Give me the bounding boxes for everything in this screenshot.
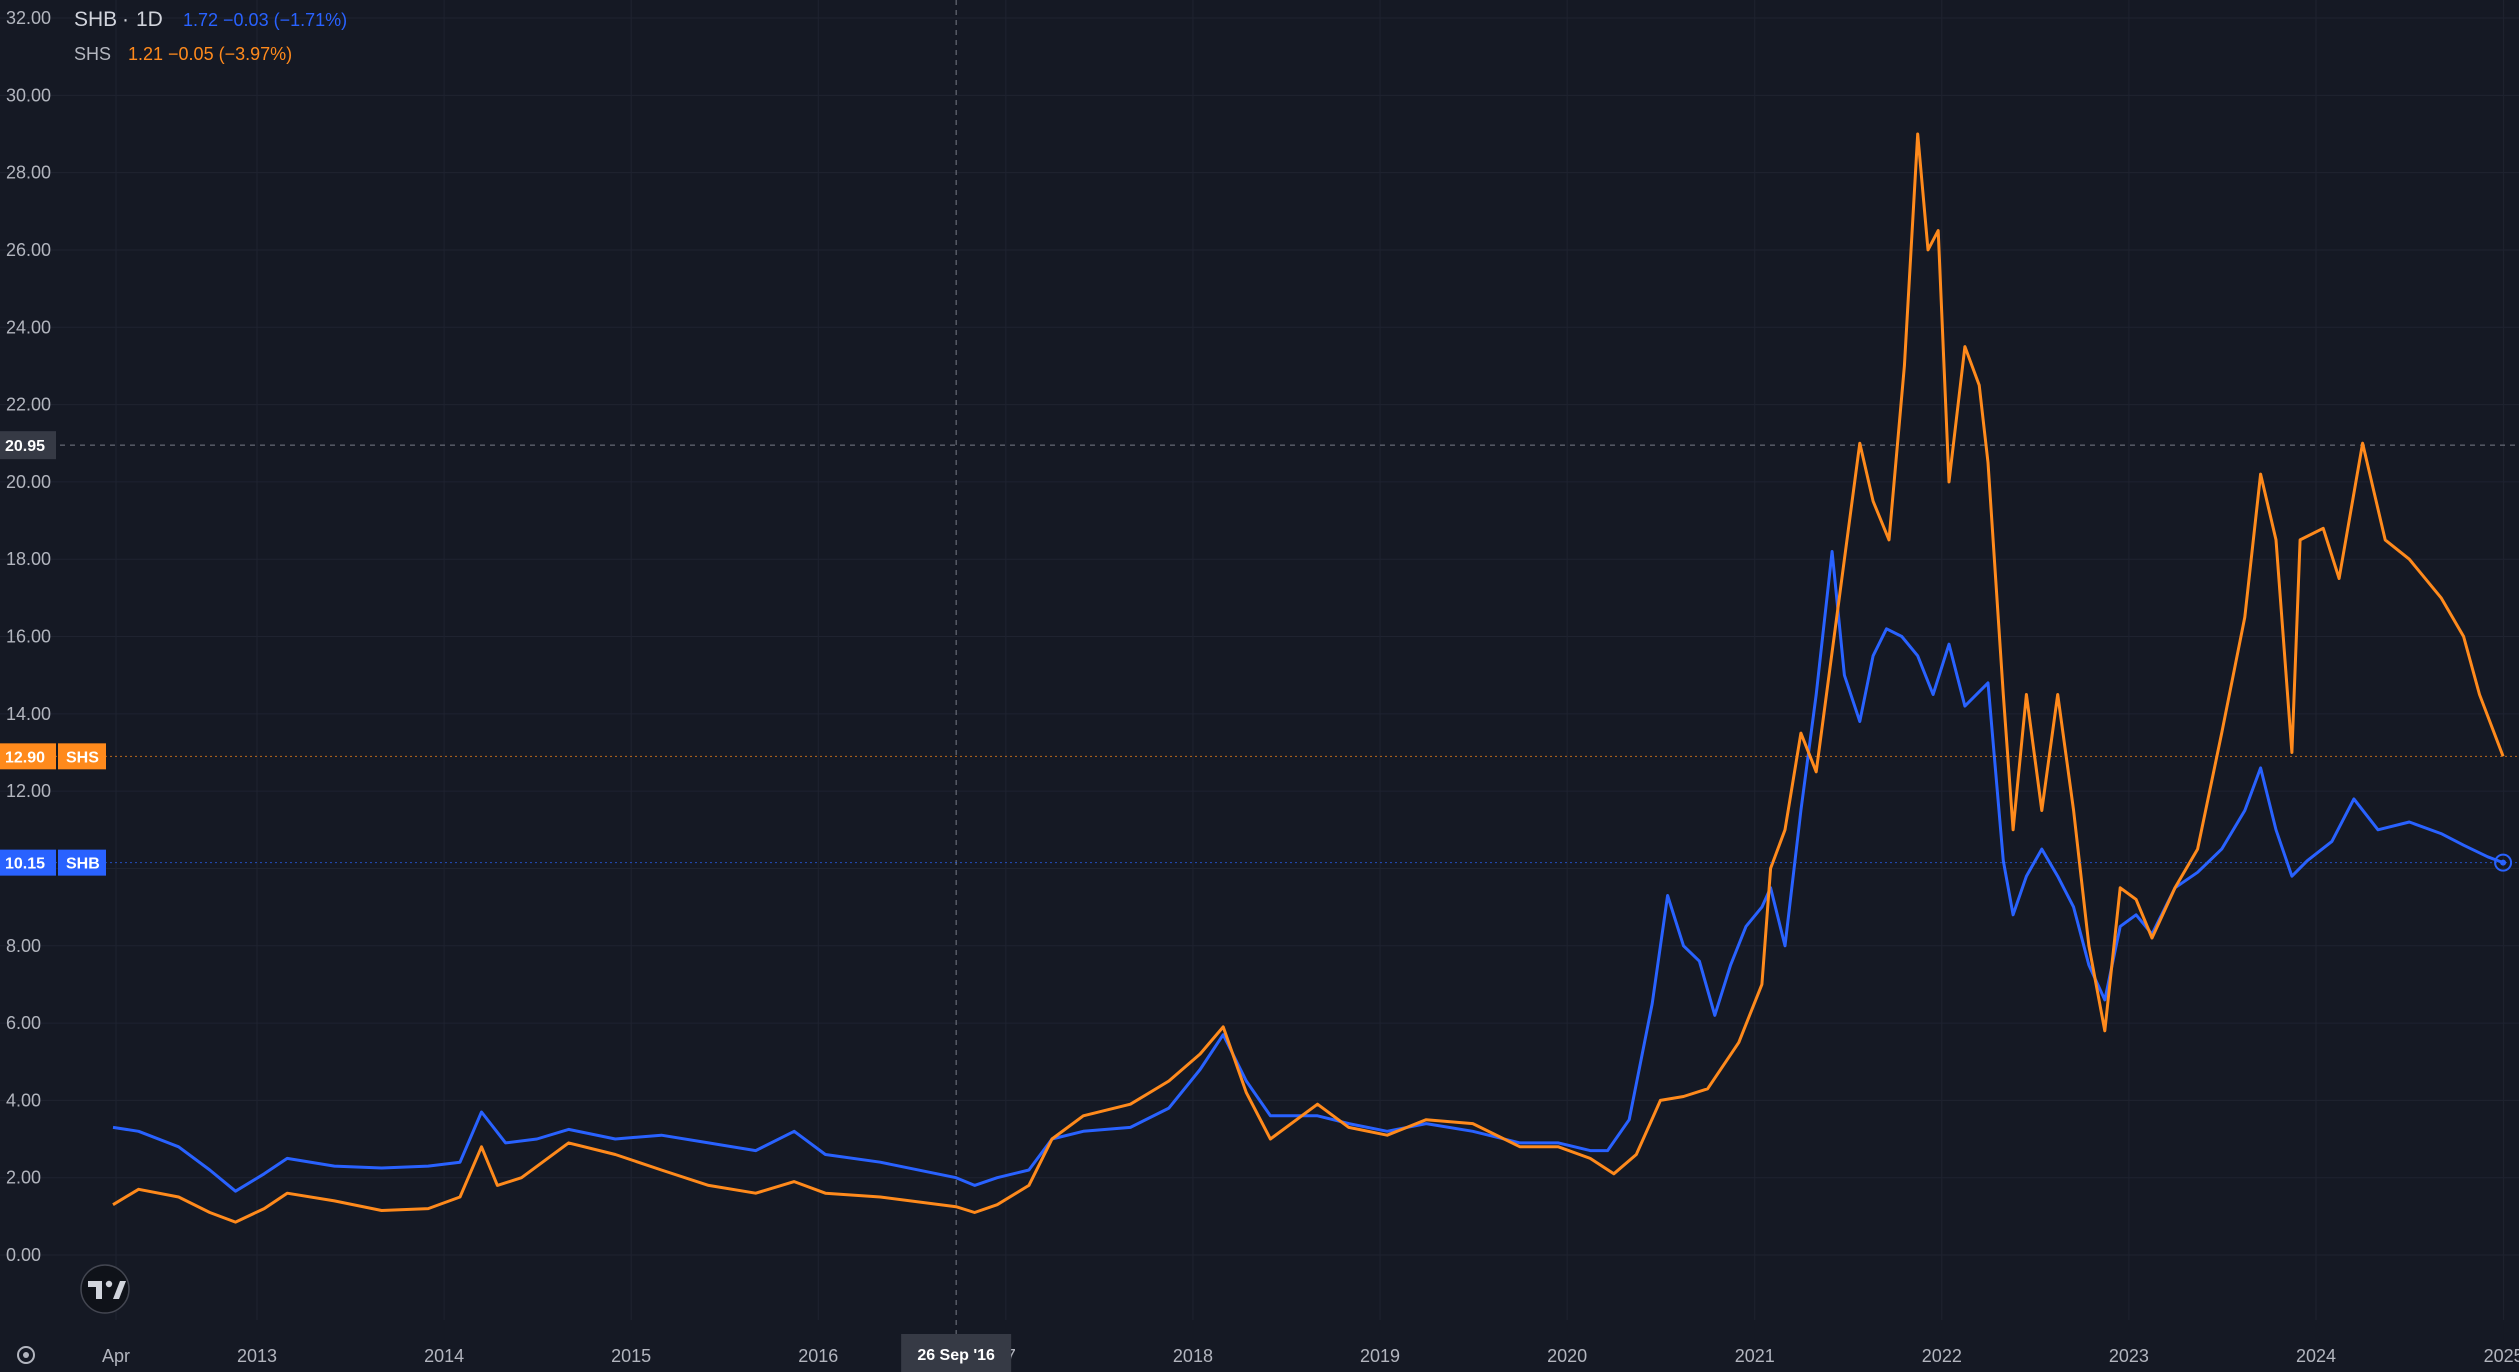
series-name-label-shs: SHS (66, 749, 99, 766)
series-name-label-shb: SHB (66, 856, 100, 873)
series-name-badge-shs (58, 743, 106, 770)
y-tick-label: 4.00 (6, 1090, 41, 1110)
crosshair-x-label: 26 Sep '16 (917, 1347, 995, 1364)
y-tick-label: 0.00 (6, 1245, 41, 1265)
crosshair-y-label: 20.95 (5, 438, 45, 455)
series-line-shs (112, 132, 2505, 1224)
x-axis[interactable]: Apr2013201420152016172018201920202021202… (102, 1346, 2519, 1366)
x-tick-label: 2020 (1547, 1346, 1587, 1366)
x-tick-label: 2014 (424, 1346, 464, 1366)
y-tick-label: 32.00 (6, 8, 51, 28)
y-tick-label: 22.00 (6, 395, 51, 415)
last-point-dot-shb (2500, 859, 2507, 866)
legend-interval-value[interactable]: 1D (136, 8, 163, 31)
price-badges: 20.95 26 Sep '16 10.15 SHB 12.90 SHS (0, 431, 2519, 1372)
last-price-value-shs: 12.90 (5, 749, 45, 766)
series-lines (112, 132, 2505, 1224)
y-tick-label: 30.00 (6, 85, 51, 105)
legend[interactable]: SHB · 1D 1.72 −0.03 (−1.71%) SHS 1.21 −0… (74, 8, 347, 64)
last-price-value-shb: 10.15 (5, 856, 45, 873)
y-tick-label: 18.00 (6, 549, 51, 569)
x-tick-label: 2021 (1735, 1346, 1775, 1366)
y-tick-label: 20.00 (6, 472, 51, 492)
x-tick-label: Apr (102, 1346, 130, 1366)
y-tick-label: 8.00 (6, 936, 41, 956)
y-tick-label: 2.00 (6, 1168, 41, 1188)
grid-lines (0, 0, 2519, 1320)
legend-symbol-shs[interactable]: SHS (74, 44, 111, 64)
x-tick-label: 2015 (611, 1346, 651, 1366)
y-tick-label: 26.00 (6, 240, 51, 260)
legend-values-shs: 1.21 −0.05 (−3.97%) (128, 44, 292, 64)
y-tick-label: 14.00 (6, 704, 51, 724)
x-tick-label: 2018 (1173, 1346, 1213, 1366)
x-tick-label: 2016 (798, 1346, 838, 1366)
last-price-badge-shs (0, 743, 56, 770)
x-tick-label: 2024 (2296, 1346, 2336, 1366)
legend-interval[interactable]: · (122, 8, 129, 31)
y-tick-label: 24.00 (6, 317, 51, 337)
x-tick-label: 2022 (1922, 1346, 1962, 1366)
tradingview-logo[interactable] (80, 1264, 130, 1314)
y-axis[interactable]: 0.002.004.006.008.0010.0012.0014.0016.00… (6, 8, 51, 1265)
legend-values-shb: 1.72 −0.03 (−1.71%) (183, 10, 347, 30)
series-name-badge-shb (58, 849, 106, 876)
crosshair-y-badge (0, 431, 56, 460)
crosshair-x-badge (901, 1334, 1012, 1372)
legend-symbol-shb[interactable]: SHB (74, 8, 117, 31)
settings-gear-icon[interactable] (17, 1346, 35, 1364)
y-tick-label: 6.00 (6, 1013, 41, 1033)
last-point-marker-shb (2494, 853, 2513, 872)
y-tick-label: 28.00 (6, 163, 51, 183)
x-tick-label: 2023 (2109, 1346, 2149, 1366)
x-tick-label: 2019 (1360, 1346, 1400, 1366)
y-tick-label: 12.00 (6, 781, 51, 801)
crosshair (0, 0, 2519, 1340)
x-tick-label: 2013 (237, 1346, 277, 1366)
y-tick-label: 16.00 (6, 627, 51, 647)
x-tick-label: 2025 (2484, 1346, 2519, 1366)
last-price-badge-shb (0, 849, 56, 876)
